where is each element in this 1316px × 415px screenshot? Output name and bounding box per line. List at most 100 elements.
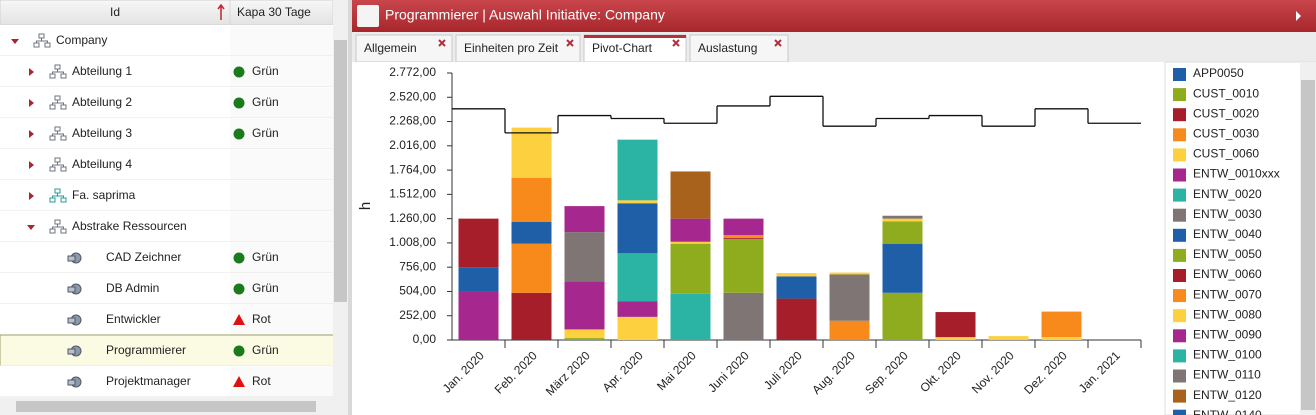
bar-segment	[882, 215, 923, 219]
legend-label[interactable]: ENTW_0040	[1193, 227, 1262, 241]
tab[interactable]	[455, 34, 581, 63]
legend-label[interactable]: CUST_0030	[1193, 126, 1259, 140]
bar-segment	[617, 203, 658, 254]
tab-close[interactable]	[566, 39, 574, 47]
tree-label[interactable]: Abteilung 3	[72, 126, 132, 140]
legend-swatch	[1173, 289, 1186, 303]
legend-swatch	[1173, 208, 1186, 222]
tree-label[interactable]: Abteilung 1	[72, 64, 132, 78]
tab-close[interactable]	[438, 39, 446, 47]
bar-segment	[511, 127, 552, 178]
tab-label[interactable]: Auslastung	[698, 41, 757, 55]
expander-closed[interactable]	[29, 99, 34, 107]
expander-open[interactable]	[27, 225, 35, 230]
resource-icon	[67, 317, 76, 324]
tab[interactable]	[583, 34, 687, 63]
kapa-cell	[230, 149, 333, 180]
tree-label[interactable]: Fa. saprima	[72, 188, 136, 202]
column-header[interactable]: Id	[110, 5, 120, 19]
legend-label[interactable]: ENTW_0080	[1193, 307, 1262, 321]
legend-label[interactable]: ENTW_0100	[1193, 348, 1262, 362]
group-icon	[49, 126, 67, 141]
group-icon	[49, 157, 67, 172]
tree-label[interactable]: Abstrake Ressourcen	[72, 219, 187, 233]
y-tick-label: 0,00	[413, 332, 437, 346]
kapa-cell	[230, 242, 333, 273]
bar-segment	[617, 316, 658, 340]
tab[interactable]	[689, 34, 789, 63]
tree-label[interactable]: Abteilung 4	[72, 157, 132, 171]
legend-scroll-thumb[interactable]	[1301, 80, 1315, 410]
tree-label[interactable]: Projektmanager	[106, 374, 191, 388]
expander-closed[interactable]	[29, 68, 34, 76]
legend-label[interactable]: ENTW_0070	[1193, 287, 1262, 301]
legend-label[interactable]: ENTW_0090	[1193, 327, 1262, 341]
legend-label[interactable]: ENTW_0020	[1193, 187, 1262, 201]
legend-label[interactable]: ENTW_0140	[1193, 408, 1262, 415]
y-tick-label: 2.772,00	[389, 65, 436, 79]
bar-segment	[564, 281, 605, 330]
tab-label[interactable]: Allgemein	[364, 41, 417, 55]
legend-swatch	[1173, 349, 1186, 363]
bar-segment	[564, 329, 605, 339]
legend-label[interactable]: CUST_0020	[1193, 106, 1259, 120]
y-axis-label: h	[357, 202, 374, 210]
resource-icon	[67, 348, 76, 355]
expander-open[interactable]	[11, 39, 19, 44]
legend-swatch	[1173, 228, 1186, 242]
tree-label[interactable]: Entwickler	[106, 312, 161, 326]
bar-segment	[882, 243, 923, 293]
legend-label[interactable]: APP0050	[1193, 66, 1244, 80]
tab-label[interactable]: Pivot-Chart	[592, 41, 653, 55]
legend-label[interactable]: ENTW_0030	[1193, 207, 1262, 221]
expander-closed[interactable]	[29, 161, 34, 169]
splitter[interactable]	[348, 0, 352, 415]
tree-label[interactable]: Abteilung 2	[72, 95, 132, 109]
h-scroll-thumb[interactable]	[16, 401, 316, 412]
panel-titlebar	[352, 0, 1316, 32]
group-icon	[33, 33, 51, 48]
column-header[interactable]: Kapa 30 Tage	[237, 5, 311, 19]
tree-label[interactable]: Programmierer	[106, 343, 186, 357]
legend-label[interactable]: ENTW_0050	[1193, 247, 1262, 261]
group-icon	[49, 64, 67, 79]
tree-label[interactable]: DB Admin	[106, 281, 159, 295]
legend-swatch	[1173, 329, 1186, 343]
y-tick-label: 2.268,00	[389, 114, 436, 128]
kapa-cell	[230, 273, 333, 304]
expander-closed[interactable]	[29, 192, 34, 200]
bar-segment	[1041, 337, 1082, 340]
legend-label[interactable]: CUST_0060	[1193, 147, 1259, 161]
tab-active-bar	[584, 35, 686, 38]
y-tick-label: 252,00	[399, 308, 436, 322]
bar-segment	[988, 336, 1029, 340]
bar-segment	[670, 243, 711, 294]
bar-segment	[511, 222, 552, 244]
tab-close[interactable]	[774, 39, 782, 47]
v-scroll-thumb[interactable]	[334, 40, 347, 302]
panel-title: Programmierer | Auswahl Initiative: Comp…	[385, 7, 665, 23]
legend-label[interactable]: ENTW_0060	[1193, 267, 1262, 281]
legend-label[interactable]: ENTW_0120	[1193, 388, 1262, 402]
bar-segment	[935, 312, 976, 338]
legend-swatch	[1173, 108, 1186, 122]
legend-label[interactable]: ENTW_0010xxx	[1193, 167, 1280, 181]
legend-label[interactable]: CUST_0010	[1193, 86, 1259, 100]
tab-close[interactable]	[672, 39, 680, 47]
status-label: Grün	[252, 343, 279, 357]
status-icon	[233, 66, 245, 78]
tree-label[interactable]: CAD Zeichner	[106, 250, 181, 264]
collapse-arrow[interactable]	[1296, 11, 1301, 21]
bar-segment	[935, 337, 976, 340]
status-label: Rot	[252, 312, 271, 326]
status-icon	[233, 314, 245, 325]
tab-label[interactable]: Einheiten pro Zeit	[464, 41, 559, 55]
expander-closed[interactable]	[29, 130, 34, 138]
bar-segment	[511, 292, 552, 340]
legend-label[interactable]: ENTW_0110	[1193, 368, 1261, 382]
bar-segment	[564, 232, 605, 282]
bar-segment	[458, 267, 499, 292]
bar-segment	[458, 218, 499, 268]
tree-label[interactable]: Company	[56, 33, 107, 47]
